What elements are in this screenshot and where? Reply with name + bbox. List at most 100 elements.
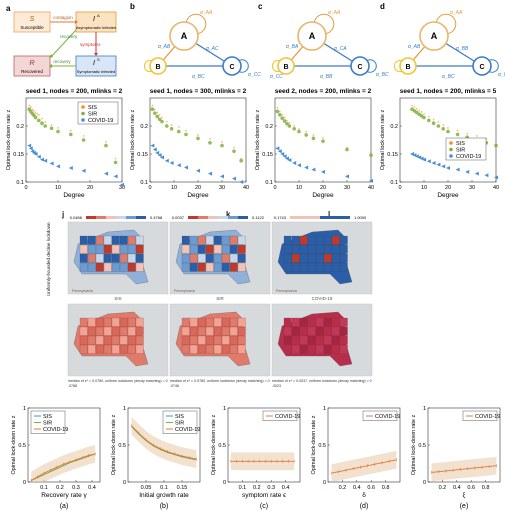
county-cell	[331, 317, 340, 327]
sis-point: *	[36, 113, 38, 119]
county-cell	[237, 344, 246, 354]
county-cell	[229, 262, 238, 272]
network-node-B	[277, 57, 295, 75]
sis-point: *	[209, 138, 211, 144]
county-cell	[237, 335, 246, 345]
sir-point	[304, 133, 309, 137]
scatter-title: seed 2, nodes = 200, mlinks = 2	[275, 88, 372, 95]
covid-point	[436, 162, 441, 167]
sir-point	[153, 111, 157, 115]
covid-point	[169, 160, 174, 165]
county-cell	[127, 326, 136, 336]
covid-point	[160, 155, 164, 160]
county-cell	[189, 326, 198, 336]
x-axis-label: Degree	[437, 192, 459, 199]
covid-point	[287, 158, 292, 163]
edge-weight-label: α_BA	[286, 44, 299, 50]
subfigure-caption: (a)	[60, 503, 69, 510]
county-cell	[197, 244, 206, 254]
covid-point	[27, 143, 32, 148]
symptomatic-sup: S	[97, 57, 100, 62]
y-tick-label: 0.15	[137, 152, 148, 158]
county-cell	[331, 326, 340, 336]
county-cell	[79, 262, 88, 272]
county-cell	[103, 317, 112, 327]
y-tick-label: 0	[123, 480, 126, 486]
y-tick-label: 0.15	[13, 152, 24, 158]
county-cell	[119, 317, 128, 327]
county-cell	[339, 235, 348, 245]
county-cell	[189, 253, 198, 263]
county-cell	[221, 244, 230, 254]
asymptomatic-sup: A	[97, 13, 100, 18]
county-cell	[181, 262, 190, 272]
county-cell	[197, 317, 206, 327]
county-cell	[127, 253, 136, 263]
covid-point	[208, 171, 212, 176]
county-cell	[213, 317, 222, 327]
edge-weight-label: α_BB	[320, 74, 333, 80]
county-cell	[307, 235, 316, 245]
x-tick-label: 0.3	[72, 485, 80, 491]
county-cell	[95, 335, 104, 345]
edge-weight-label: α_BB	[456, 46, 469, 52]
x-axis-label: Degree	[187, 192, 209, 199]
county-cell	[339, 244, 348, 254]
county-cell	[205, 262, 214, 272]
y-tick-label: 1	[223, 406, 226, 412]
county-cell	[103, 344, 112, 354]
covid-point	[282, 154, 287, 159]
y-tick-label: 0	[23, 480, 26, 486]
sir-point	[494, 143, 498, 148]
edge-weight-label: α_BC	[192, 74, 205, 80]
county-cell	[291, 235, 300, 245]
covid-point	[184, 165, 188, 170]
asymptomatic-label: Asymptomatic Infected	[76, 25, 116, 30]
symptoms-label: symptoms	[80, 42, 101, 47]
x-axis-label: Degree	[312, 192, 334, 199]
county-cell	[237, 317, 246, 327]
county-cell	[299, 253, 308, 263]
sis-point: *	[57, 127, 59, 133]
line-legend	[462, 410, 498, 421]
county-cell	[181, 326, 190, 336]
covid-point	[345, 174, 349, 179]
y-tick-label: 0.5	[318, 443, 326, 449]
county-cell	[221, 344, 230, 354]
county-cell	[307, 253, 316, 263]
county-cell	[339, 262, 348, 272]
sir-point	[69, 132, 73, 137]
subfigure-caption: (b)	[160, 503, 169, 510]
panel-letter-c: c	[258, 2, 263, 11]
county-cell	[205, 335, 214, 345]
sir-point	[436, 124, 441, 128]
sis-point: *	[44, 121, 46, 127]
county-cell	[283, 335, 292, 345]
y-axis-label: Optimal lock-down rate z	[380, 109, 386, 170]
y-axis-label: Optimal lock-down rate z	[6, 109, 12, 170]
legend-entry: COVID-19	[475, 414, 500, 420]
county-cell	[189, 317, 198, 327]
node-label: C	[479, 64, 484, 71]
x-tick-label: 0	[273, 185, 276, 191]
county-cell	[283, 235, 292, 245]
x-tick-label: 30	[219, 185, 225, 191]
sir-point	[49, 126, 54, 131]
county-cell	[221, 335, 230, 345]
x-tick-label: 10	[421, 185, 427, 191]
sir-point	[455, 132, 460, 137]
covid-point	[321, 169, 325, 174]
covid-point	[232, 176, 236, 181]
sis-point: *	[171, 124, 173, 130]
county-cell	[95, 317, 104, 327]
county-cell	[213, 244, 222, 254]
covid-point	[81, 168, 86, 173]
y-tick-label: 0.2	[390, 124, 398, 130]
colorbar-max: 0.1122	[252, 215, 265, 220]
map-caption-cont: .0746	[170, 384, 179, 388]
line-legend	[262, 410, 298, 421]
county-cell	[87, 244, 96, 254]
y-tick-label: 0	[323, 480, 326, 486]
sir-point	[169, 127, 174, 131]
map-colorbar	[86, 216, 146, 219]
